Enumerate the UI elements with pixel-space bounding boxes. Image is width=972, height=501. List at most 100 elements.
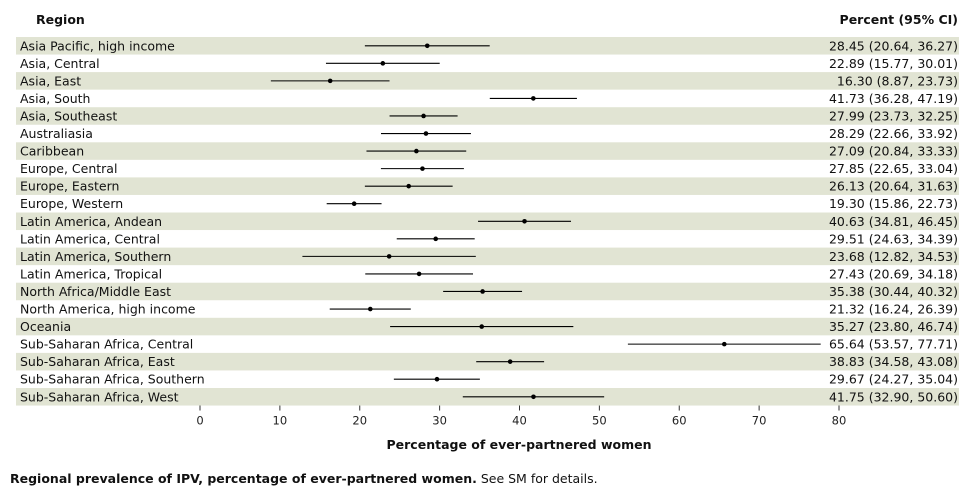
percent-ci-label: 38.83 (34.58, 43.08) [829,354,958,369]
percent-ci-label: 35.27 (23.80, 46.74) [829,319,958,334]
percent-ci-label: 27.85 (22.65, 33.04) [829,161,958,176]
forest-row: North Africa/Middle East 35.38 (30.44, 40… [20,284,958,299]
x-tick-label: 70 [752,414,767,428]
x-tick-label: 0 [196,414,203,428]
figure-caption: Regional prevalence of IPV, percentage o… [10,471,598,486]
forest-row: Asia Pacific, high income 28.45 (20.64, 3… [20,38,958,53]
region-label: Latin America, Central [20,231,160,246]
caption-rest: See SM for details. [476,471,598,486]
region-label: Asia Pacific, high income [20,38,175,53]
estimate-point [531,96,536,101]
forest-row: North America, high income 21.32 (16.24, … [20,302,958,317]
forest-row: Sub-Saharan Africa, West 41.75 (32.90, 50… [20,389,958,404]
x-tick-label: 80 [832,414,847,428]
region-label: Asia, Central [20,56,100,71]
region-label: Asia, East [20,73,81,88]
forest-row: Europe, Central 27.85 (22.65, 33.04) [20,161,958,176]
estimate-point [367,306,373,312]
percent-ci-label: 21.32 (16.24, 26.39) [829,302,958,317]
estimate-point [380,61,386,66]
estimate-point [721,341,727,347]
estimate-point [416,271,422,277]
region-label: Latin America, Andean [20,214,162,229]
percent-ci-label: 29.67 (24.27, 35.04) [829,372,958,387]
percent-ci-label: 41.75 (32.90, 50.60) [829,389,958,404]
row-band [16,142,959,160]
region-header: Region [36,12,85,27]
region-label: North Africa/Middle East [20,284,171,299]
estimate-point [424,43,430,49]
estimate-point [507,359,513,364]
percent-ci-label: 41.73 (36.28, 47.19) [829,91,958,106]
x-tick-label: 50 [592,414,607,428]
estimate-point [423,131,429,136]
region-label: Asia, South [20,91,90,106]
forest-row: Latin America, Andean 40.63 (34.81, 46.45… [20,214,958,229]
percent-ci-label: 28.29 (22.66, 33.92) [829,126,958,141]
percent-ci-label: 22.89 (15.77, 30.01) [829,56,958,71]
forest-row: Sub-Saharan Africa, Central 65.64 (53.57,… [20,337,958,352]
row-band [16,107,959,125]
estimate-point [433,236,439,242]
percent-ci-label: 29.51 (24.63, 34.39) [829,231,958,246]
forest-row: Asia, East 16.30 (8.87, 23.73) [20,73,958,88]
forest-row: Oceania 35.27 (23.80, 46.74) [20,319,958,334]
region-label: Caribbean [20,144,84,159]
region-label: Asia, Southeast [20,108,117,123]
forest-plot: Region Percent (95% CI) Asia Pacific, hi… [16,12,959,452]
percent-ci-label: 27.99 (23.73, 32.25) [829,108,958,123]
estimate-point [327,78,333,84]
x-tick-label: 40 [512,414,527,428]
estimate-point [434,376,440,382]
x-tick-label: 10 [273,414,288,428]
x-tick-label: 30 [432,414,447,428]
forest-row: Europe, Western 19.30 (15.86, 22.73) [20,196,958,211]
caption-bold: Regional prevalence of IPV, percentage o… [10,471,477,486]
percent-header: Percent (95% CI) [840,12,958,27]
estimate-point [479,324,485,329]
percent-ci-label: 65.64 (53.57, 77.71) [829,337,958,352]
row-band [16,177,959,195]
percent-ci-label: 27.09 (20.84, 33.33) [829,144,958,159]
estimate-point [351,201,357,207]
region-label: Europe, Eastern [20,179,119,194]
percent-ci-label: 19.30 (15.86, 22.73) [829,196,958,211]
x-tick-label: 60 [672,414,687,428]
estimate-point [420,166,425,171]
region-label: Sub-Saharan Africa, West [20,389,179,404]
estimate-point [406,183,412,189]
percent-ci-label: 23.68 (12.82, 34.53) [829,249,958,264]
percent-ci-label: 27.43 (20.69, 34.18) [829,266,958,281]
percent-ci-label: 26.13 (20.64, 31.63) [829,179,958,194]
x-axis-label: Percentage of ever-partnered women [387,437,652,452]
forest-row: Latin America, Central 29.51 (24.63, 34.3… [20,231,958,246]
forest-row: Australiasia 28.29 (22.66, 33.92) [20,126,958,141]
forest-row: Asia, South 41.73 (36.28, 47.19) [20,91,958,106]
region-label: Latin America, Southern [20,249,171,264]
region-label: Europe, Western [20,196,123,211]
estimate-point [386,254,392,259]
x-tick-label: 20 [352,414,367,428]
x-axis: 0 10 20 30 40 50 60 70 80 [196,405,847,428]
estimate-point [531,394,536,400]
estimate-point [414,148,419,154]
percent-ci-label: 28.45 (20.64, 36.27) [829,38,958,53]
region-label: Sub-Saharan Africa, East [20,354,175,369]
forest-row: Asia, Central 22.89 (15.77, 30.01) [20,56,958,71]
percent-ci-label: 40.63 (34.81, 46.45) [829,214,958,229]
region-label: Europe, Central [20,161,117,176]
forest-row: Latin America, Tropical 27.43 (20.69, 34.… [20,266,958,281]
row-band [16,72,959,90]
plot-rows: Asia Pacific, high income 28.45 (20.64, 3… [20,38,958,404]
region-label: Sub-Saharan Africa, Central [20,337,193,352]
estimate-point [421,113,426,119]
forest-row: Sub-Saharan Africa, Southern 29.67 (24.27… [20,372,958,387]
region-label: Oceania [20,319,71,334]
forest-row: Europe, Eastern 26.13 (20.64, 31.63) [20,179,958,194]
forest-row: Latin America, Southern 23.68 (12.82, 34.… [20,249,958,264]
forest-row: Caribbean 27.09 (20.84, 33.33) [20,144,958,159]
region-label: Latin America, Tropical [20,266,162,281]
row-band [16,247,959,266]
region-label: Australiasia [20,126,93,141]
region-label: North America, high income [20,302,196,317]
